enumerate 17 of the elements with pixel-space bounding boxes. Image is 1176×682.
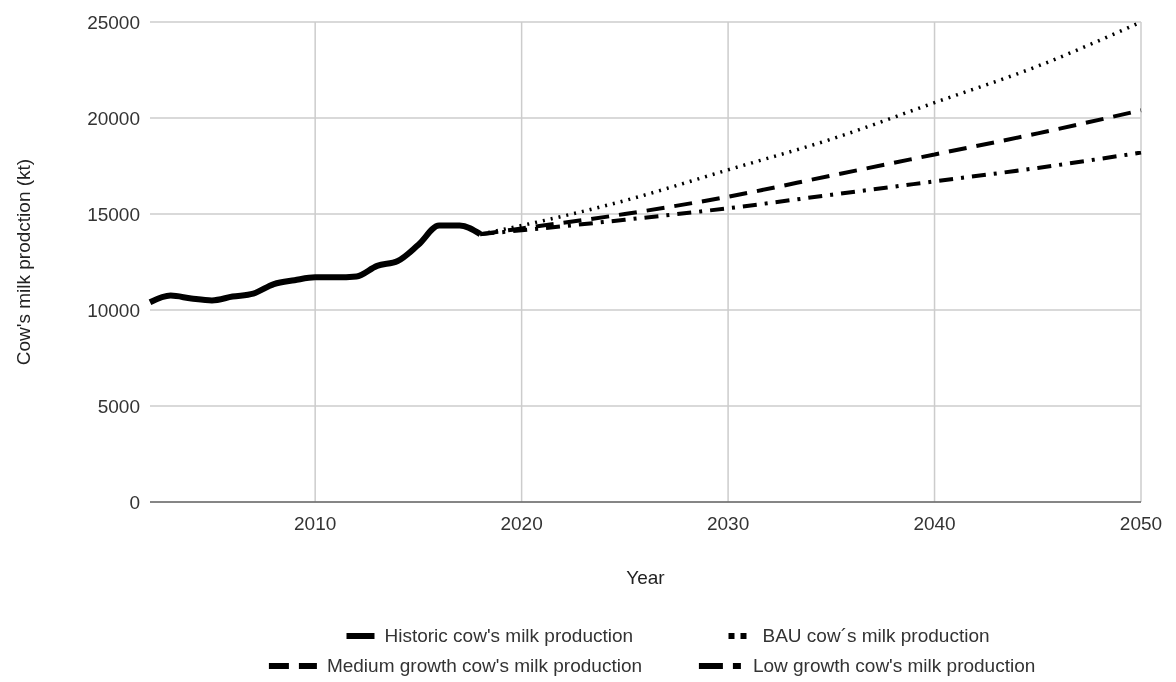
- y-tick-label: 25000: [87, 11, 140, 33]
- x-tick-label: 2050: [1119, 513, 1163, 534]
- y-tick-label: 10000: [87, 299, 140, 321]
- y-axis-title: Cow's milk prodction (kt): [13, 158, 34, 366]
- y-tick-label: 5000: [97, 395, 140, 417]
- x-tick-label: 2030: [706, 513, 750, 534]
- y-tick-label: 15000: [87, 203, 140, 225]
- legend-label: Low growth cow's milk production: [752, 655, 1036, 676]
- x-tick-label: 2010: [294, 513, 337, 534]
- y-tick-label: 0: [129, 491, 140, 513]
- x-axis-title: Year: [626, 567, 666, 588]
- y-tick-label: 20000: [87, 107, 140, 129]
- legend-label: BAU cow´s milk production: [762, 625, 990, 646]
- legend-label: Historic cow's milk production: [384, 625, 634, 646]
- x-tick-label: 2040: [913, 513, 956, 534]
- legend-label: Medium growth cow's milk production: [326, 655, 643, 676]
- x-tick-label: 2020: [500, 513, 543, 534]
